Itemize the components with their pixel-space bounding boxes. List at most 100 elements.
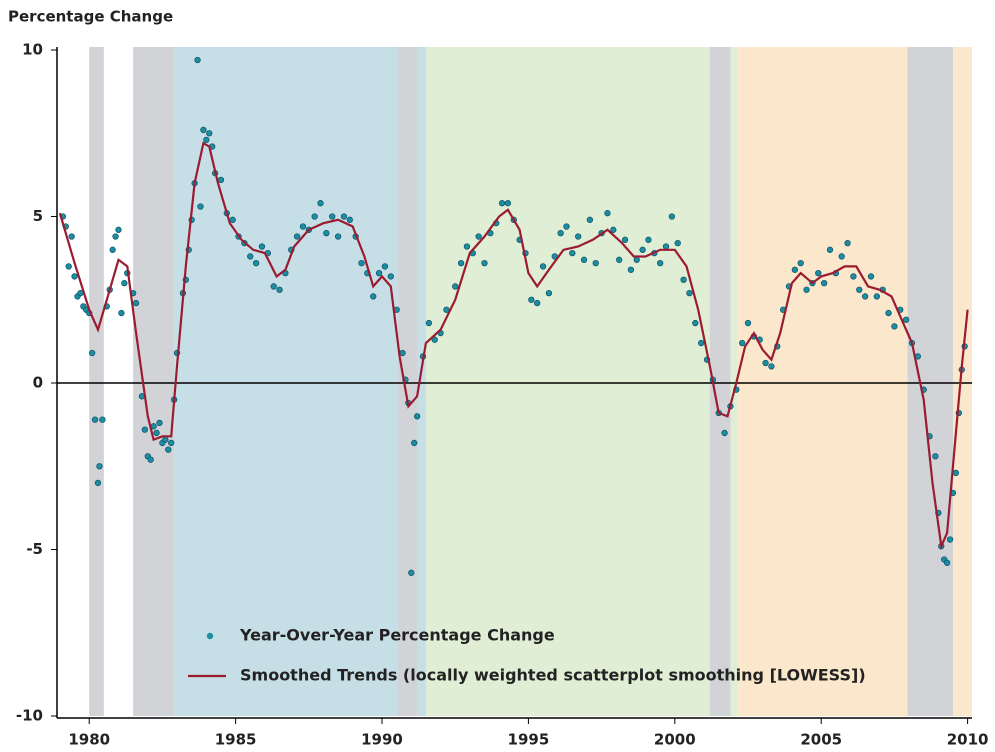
data-point xyxy=(867,273,875,280)
y-tick-label: -10 xyxy=(16,707,43,725)
data-point xyxy=(891,323,898,330)
data-point xyxy=(569,249,576,257)
data-point xyxy=(68,233,75,240)
data-point xyxy=(217,176,225,184)
data-point xyxy=(452,283,459,290)
data-point xyxy=(885,309,892,317)
data-point xyxy=(118,309,125,317)
data-point xyxy=(539,263,547,270)
x-tick-label: 1995 xyxy=(508,731,550,749)
data-point xyxy=(370,293,377,300)
data-point xyxy=(645,236,652,243)
data-point xyxy=(820,279,828,287)
data-point xyxy=(580,256,588,263)
x-tick-label: 2005 xyxy=(800,731,842,749)
data-point xyxy=(94,479,102,487)
data-point xyxy=(346,216,353,223)
data-point xyxy=(803,286,810,293)
data-point xyxy=(109,246,116,253)
data-point xyxy=(902,316,910,323)
data-point xyxy=(229,216,236,223)
data-point xyxy=(334,233,342,240)
data-point xyxy=(413,413,421,420)
legend-marker xyxy=(206,632,214,640)
shaded-region xyxy=(133,47,175,716)
data-point xyxy=(194,56,201,64)
data-point xyxy=(358,259,365,267)
data-point xyxy=(311,213,318,220)
data-point xyxy=(943,559,951,566)
data-point xyxy=(96,463,103,470)
data-point xyxy=(168,439,175,447)
y-tick-label: 0 xyxy=(33,374,43,392)
data-point xyxy=(270,283,277,290)
data-point xyxy=(616,256,623,263)
data-point xyxy=(162,436,169,443)
y-axis-label: Percentage Change xyxy=(8,8,173,26)
data-point xyxy=(425,319,433,327)
data-point xyxy=(121,279,128,287)
data-point xyxy=(686,289,693,297)
data-point xyxy=(744,319,752,327)
data-point xyxy=(165,446,172,453)
data-point xyxy=(721,429,728,437)
data-point xyxy=(563,223,570,230)
shaded-region xyxy=(425,47,738,716)
data-point xyxy=(258,243,266,250)
data-point xyxy=(323,229,330,237)
data-point xyxy=(534,299,541,307)
x-tick-label: 2000 xyxy=(654,731,696,749)
data-point xyxy=(604,210,611,217)
legend-label: Year-Over-Year Percentage Change xyxy=(239,626,555,645)
data-point xyxy=(115,226,122,233)
data-point xyxy=(91,416,99,423)
data-point xyxy=(557,229,564,237)
data-point xyxy=(141,426,148,433)
data-point xyxy=(411,439,418,447)
data-point xyxy=(375,269,383,277)
data-point xyxy=(504,200,512,207)
trend-line xyxy=(58,141,969,551)
data-point xyxy=(838,253,845,260)
data-point xyxy=(621,236,629,243)
data-point xyxy=(408,569,415,576)
data-point xyxy=(528,296,535,303)
data-point xyxy=(431,336,438,343)
data-point xyxy=(481,259,488,267)
data-point xyxy=(299,223,307,230)
data-point xyxy=(861,293,869,300)
data-point xyxy=(147,456,154,463)
y-tick-label: 10 xyxy=(22,41,43,59)
x-tick-label: 1985 xyxy=(215,731,257,749)
data-point xyxy=(657,259,664,267)
data-point xyxy=(674,239,681,247)
data-point xyxy=(791,266,799,273)
data-point xyxy=(65,263,72,270)
data-point xyxy=(680,276,687,283)
data-point xyxy=(698,339,705,347)
data-point xyxy=(610,226,617,233)
data-point xyxy=(475,233,482,240)
data-point xyxy=(317,200,324,207)
x-tick-label: 2010 xyxy=(947,731,989,749)
shaded-region xyxy=(709,47,731,716)
data-point xyxy=(844,239,851,247)
data-point xyxy=(768,363,775,370)
shaded-region xyxy=(907,47,953,716)
data-point xyxy=(293,233,301,240)
data-point xyxy=(545,289,553,297)
data-point xyxy=(156,419,163,427)
data-point xyxy=(276,286,283,293)
data-point xyxy=(627,266,635,273)
data-point xyxy=(399,349,406,357)
data-point xyxy=(200,126,207,134)
data-point xyxy=(952,469,960,477)
data-point xyxy=(633,256,640,263)
data-point xyxy=(132,299,140,307)
data-point xyxy=(592,259,599,267)
data-point xyxy=(71,273,78,280)
data-point xyxy=(387,273,394,280)
data-point xyxy=(329,213,336,220)
data-point xyxy=(856,286,863,293)
